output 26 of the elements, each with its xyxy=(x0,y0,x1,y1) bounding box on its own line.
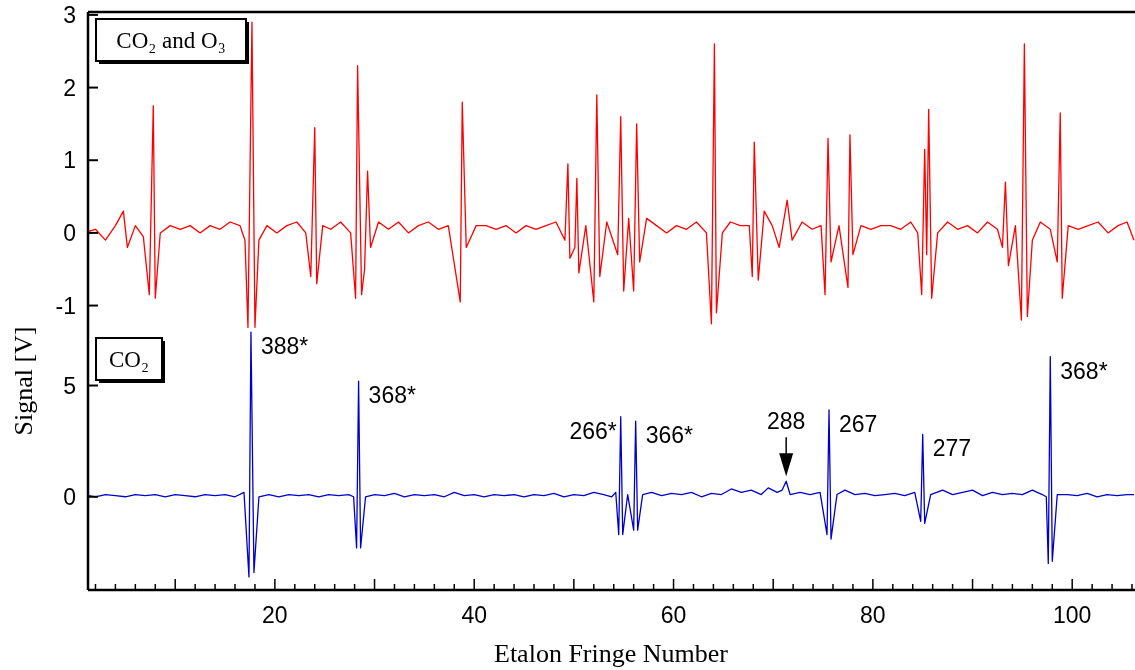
annotation: CO₂ xyxy=(109,347,149,373)
y-tick-label: 1 xyxy=(63,147,76,174)
annotation: 267 xyxy=(839,410,878,437)
y-tick-label: -1 xyxy=(55,292,76,319)
line-series xyxy=(87,331,1135,578)
x-tick-label: 80 xyxy=(860,602,886,628)
annotation: CO₂ and O₃ xyxy=(116,28,226,54)
x-tick-label: 100 xyxy=(1053,602,1092,628)
annotation: 266* xyxy=(569,417,617,444)
y-axis-title: Signal [V] xyxy=(9,326,38,436)
annotation: 366* xyxy=(645,422,694,449)
annotation: 368* xyxy=(368,382,416,409)
annotation: 288 xyxy=(766,408,806,435)
y-tick-label: 5 xyxy=(63,372,76,399)
y-tick-label: 0 xyxy=(63,483,76,510)
x-tick-label: 40 xyxy=(461,602,487,628)
x-tick-label: 60 xyxy=(660,602,687,628)
annotation: 368* xyxy=(1060,357,1108,384)
line-series xyxy=(87,21,1135,329)
annotation: 277 xyxy=(932,435,972,462)
x-axis-title: Etalon Fringe Number xyxy=(494,639,729,668)
y-tick-label: 2 xyxy=(63,74,76,101)
y-tick-label: 0 xyxy=(63,219,76,246)
annotation: 388* xyxy=(260,333,309,360)
y-tick-label: 3 xyxy=(63,1,76,28)
x-tick-label: 20 xyxy=(262,602,288,628)
